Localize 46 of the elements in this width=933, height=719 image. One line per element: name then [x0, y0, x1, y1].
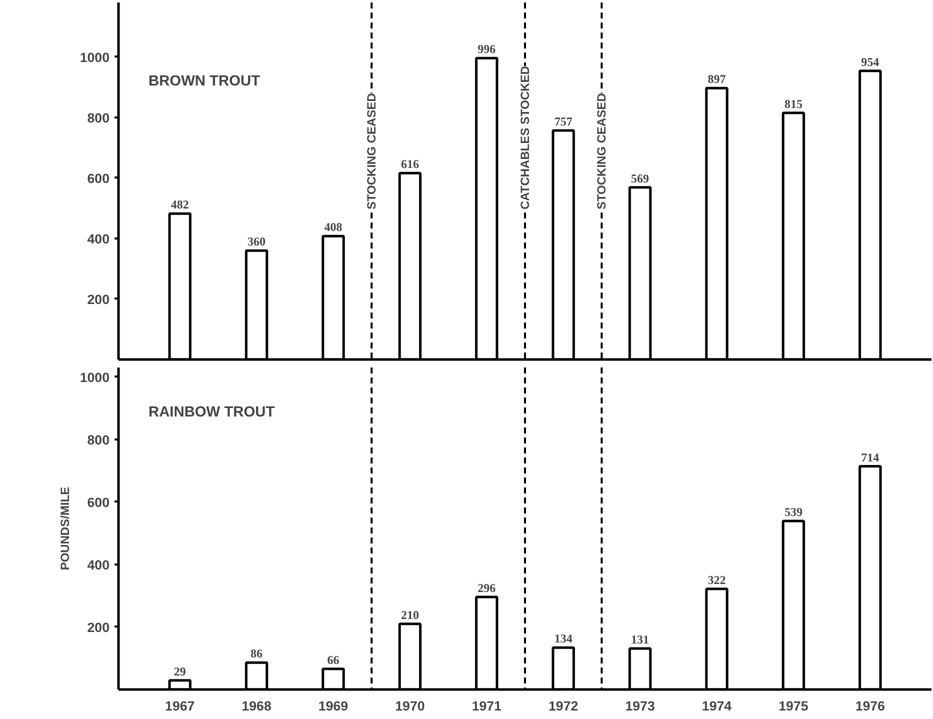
y-axis-title: POUNDS/MILE [58, 486, 72, 570]
data-label: 86 [250, 646, 263, 661]
x-tick-label: 1969 [318, 698, 348, 714]
data-label: 569 [631, 171, 650, 186]
x-tick-label: 1971 [472, 698, 502, 714]
data-label: 296 [478, 580, 496, 595]
data-label: 482 [170, 198, 189, 212]
data-label: 29 [174, 664, 186, 678]
data-label: 360 [248, 234, 266, 249]
x-tick-label: 1975 [778, 698, 809, 714]
x-tick-label: 1972 [548, 698, 578, 714]
y-tick-label: 600 [87, 494, 110, 510]
data-label: 134 [554, 632, 572, 646]
data-label: 714 [861, 450, 880, 464]
y-tick-label: 400 [87, 557, 110, 572]
x-tick-label: 1974 [702, 698, 732, 714]
data-label: 210 [400, 608, 419, 622]
y-tick-label: 200 [87, 292, 110, 307]
data-label: 815 [784, 96, 802, 111]
y-tick-label: 400 [87, 231, 110, 246]
x-tick-label: 1968 [242, 698, 272, 714]
y-tick-label: 1000 [80, 50, 110, 65]
data-label: 954 [861, 54, 880, 69]
data-label: 996 [478, 42, 496, 56]
data-label: 408 [324, 220, 342, 234]
data-label: 616 [400, 157, 419, 172]
x-tick-label: 1970 [395, 698, 425, 714]
data-label: 322 [708, 572, 726, 587]
text: RAINBOW TROUT [148, 404, 275, 420]
data-label: 131 [631, 632, 650, 647]
ref-line-label: STOCKING CEASED [364, 92, 379, 210]
ref-line-label: CATCHABLES STOCKED [518, 66, 532, 210]
y-tick-label: 1000 [80, 370, 110, 385]
y-tick-label: 200 [87, 620, 110, 635]
ref-line-label: STOCKING CEASED [594, 92, 609, 210]
y-tick-label: 800 [87, 432, 110, 448]
data-label: 757 [554, 114, 572, 128]
x-tick-label: 1967 [165, 698, 195, 714]
y-tick-label: 800 [87, 110, 110, 126]
text: BROWN TROUT [148, 74, 260, 90]
y-tick-label: 600 [87, 170, 110, 186]
data-label: 539 [784, 504, 802, 519]
data-label: 66 [327, 652, 340, 667]
x-tick-label: 1976 [855, 698, 885, 714]
x-tick-label: 1973 [625, 698, 655, 714]
data-label: 897 [708, 72, 726, 86]
